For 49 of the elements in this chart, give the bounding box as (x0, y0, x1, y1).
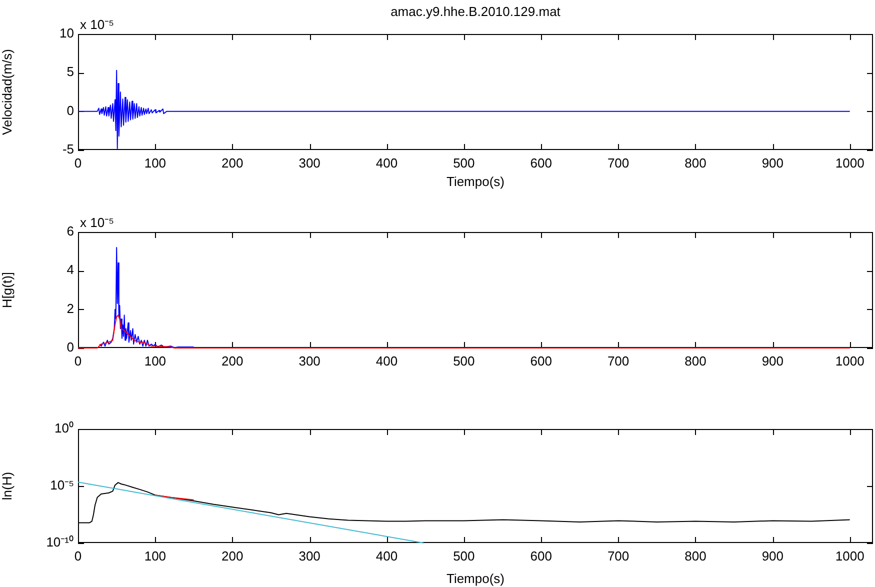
x-tick-label: 700 (607, 548, 630, 564)
y-tick-label: -5 (62, 142, 74, 157)
y-tick-label: 6 (66, 224, 74, 239)
y-axis-title: ln(H) (0, 472, 14, 500)
x-tick-label: 600 (530, 353, 552, 368)
x-tick-label: 800 (684, 155, 706, 170)
x-tick-label: 500 (453, 548, 475, 564)
x-axis-title: Tiempo(s) (446, 570, 505, 586)
x-tick-label: 200 (222, 155, 244, 170)
x-tick-label: 900 (762, 353, 784, 368)
y-tick-label: 10⁰ (54, 420, 74, 436)
x-tick-label: 300 (298, 155, 320, 170)
y-tick-label: 5 (66, 64, 74, 80)
x-tick-label: 600 (530, 155, 552, 170)
x-tick-label: 700 (607, 155, 630, 170)
x-tick-label: 600 (530, 548, 552, 564)
chart-title: amac.y9.hhe.B.2010.129.mat (390, 4, 561, 19)
x-tick-label: 100 (144, 548, 166, 564)
y-axis-title: H[g(t)] (0, 272, 14, 308)
x-tick-label: 400 (376, 353, 398, 368)
y-tick-label: 2 (66, 300, 74, 316)
y-tick-label: 0 (66, 102, 74, 118)
x-tick-label: 400 (376, 548, 398, 564)
x-tick-label: 1000 (835, 353, 864, 368)
x-tick-label: 900 (762, 548, 784, 564)
y-tick-label: 0 (66, 340, 74, 355)
x-axis-title: Tiempo(s) (446, 174, 505, 189)
y-tick-label: 10⁻¹⁰ (46, 534, 74, 550)
y-tick-label: 10⁻⁵ (50, 478, 74, 493)
text: x 10⁻⁵ (80, 17, 114, 32)
x-tick-label: 800 (684, 353, 706, 368)
y-axis-title: Velocidad(m/s) (0, 49, 14, 135)
x-tick-label: 700 (607, 353, 630, 368)
x-tick-label: 300 (298, 548, 320, 564)
x-tick-label: 400 (376, 155, 398, 170)
y-tick-label: 4 (66, 262, 74, 278)
x-tick-label: 1000 (835, 548, 864, 564)
x-tick-label: 200 (222, 548, 244, 564)
x-tick-label: 200 (222, 353, 244, 368)
y-tick-label: 10 (60, 26, 74, 41)
x-tick-label: 900 (762, 155, 784, 170)
x-tick-label: 100 (144, 353, 166, 368)
x-tick-label: 1000 (835, 155, 864, 170)
x-tick-label: 500 (453, 353, 475, 368)
x-tick-label: 300 (298, 353, 320, 368)
text: x 10⁻⁵ (80, 215, 114, 230)
x-tick-label: 100 (144, 155, 166, 170)
x-tick-label: 800 (684, 548, 706, 564)
x-tick-label: 500 (453, 155, 475, 170)
